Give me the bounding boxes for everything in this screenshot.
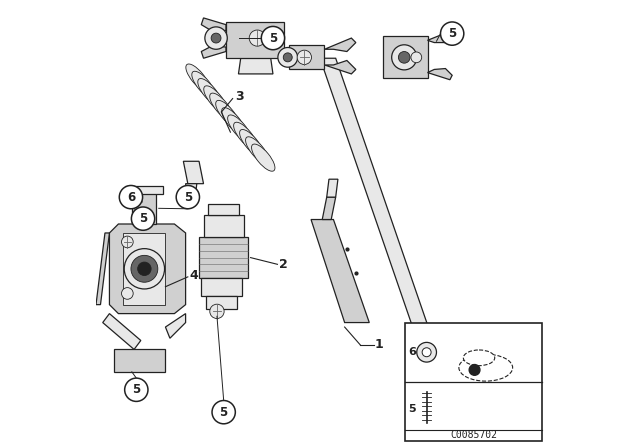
Circle shape	[124, 249, 164, 289]
Ellipse shape	[216, 100, 239, 128]
Polygon shape	[202, 46, 226, 58]
Circle shape	[119, 185, 143, 209]
Polygon shape	[202, 18, 226, 31]
Ellipse shape	[198, 78, 221, 106]
Polygon shape	[184, 161, 204, 184]
Polygon shape	[208, 204, 239, 215]
Polygon shape	[114, 349, 165, 372]
Polygon shape	[199, 237, 248, 278]
Ellipse shape	[221, 108, 245, 135]
Text: 5: 5	[184, 190, 192, 204]
Polygon shape	[320, 58, 450, 390]
Ellipse shape	[239, 129, 263, 157]
Circle shape	[176, 185, 200, 209]
Text: 5: 5	[132, 383, 140, 396]
Text: 5: 5	[139, 212, 147, 225]
Polygon shape	[123, 233, 165, 305]
Circle shape	[261, 26, 285, 50]
Circle shape	[422, 348, 431, 357]
Polygon shape	[226, 22, 284, 58]
Circle shape	[469, 365, 480, 375]
Circle shape	[211, 33, 221, 43]
Circle shape	[249, 30, 266, 46]
Circle shape	[417, 342, 436, 362]
Ellipse shape	[459, 354, 513, 381]
Ellipse shape	[252, 144, 275, 171]
Polygon shape	[109, 224, 186, 314]
Text: 2: 2	[279, 258, 287, 271]
Circle shape	[411, 52, 422, 63]
Ellipse shape	[246, 137, 269, 164]
Circle shape	[297, 50, 312, 65]
Ellipse shape	[186, 64, 209, 91]
Polygon shape	[202, 278, 242, 296]
Polygon shape	[311, 220, 369, 323]
Ellipse shape	[210, 93, 233, 120]
Polygon shape	[125, 186, 163, 194]
Polygon shape	[103, 314, 141, 349]
Circle shape	[205, 27, 227, 49]
Polygon shape	[428, 31, 452, 43]
Text: 5: 5	[448, 27, 456, 40]
Ellipse shape	[228, 115, 251, 142]
Text: 5: 5	[408, 404, 415, 414]
Polygon shape	[239, 58, 273, 74]
Polygon shape	[132, 193, 157, 224]
Ellipse shape	[192, 71, 215, 99]
Circle shape	[398, 52, 410, 63]
Circle shape	[210, 304, 224, 319]
Ellipse shape	[463, 350, 495, 366]
Text: 5: 5	[269, 31, 277, 45]
Polygon shape	[324, 38, 356, 52]
Circle shape	[138, 262, 151, 276]
Circle shape	[212, 401, 236, 424]
Text: 5: 5	[220, 405, 228, 419]
Polygon shape	[165, 314, 186, 338]
Text: C0085702: C0085702	[450, 430, 497, 439]
Polygon shape	[428, 69, 452, 80]
Polygon shape	[186, 184, 197, 195]
Text: 3: 3	[235, 90, 243, 103]
Polygon shape	[323, 197, 336, 220]
Circle shape	[122, 288, 133, 299]
Circle shape	[440, 22, 464, 45]
Circle shape	[284, 53, 292, 62]
Circle shape	[278, 47, 298, 67]
Polygon shape	[96, 233, 109, 305]
Polygon shape	[289, 45, 324, 69]
Text: 6: 6	[127, 190, 135, 204]
Text: 6: 6	[408, 347, 416, 357]
Polygon shape	[204, 215, 244, 237]
Ellipse shape	[234, 122, 257, 149]
Text: 4: 4	[189, 269, 198, 282]
Polygon shape	[383, 36, 428, 78]
Circle shape	[122, 236, 133, 248]
Bar	[405, 323, 541, 441]
Polygon shape	[327, 179, 338, 197]
Circle shape	[125, 378, 148, 401]
Circle shape	[392, 45, 417, 70]
Polygon shape	[324, 60, 356, 74]
Polygon shape	[206, 296, 237, 309]
Ellipse shape	[204, 86, 227, 113]
Circle shape	[131, 255, 158, 282]
Text: 1: 1	[374, 338, 383, 352]
Circle shape	[131, 207, 155, 230]
